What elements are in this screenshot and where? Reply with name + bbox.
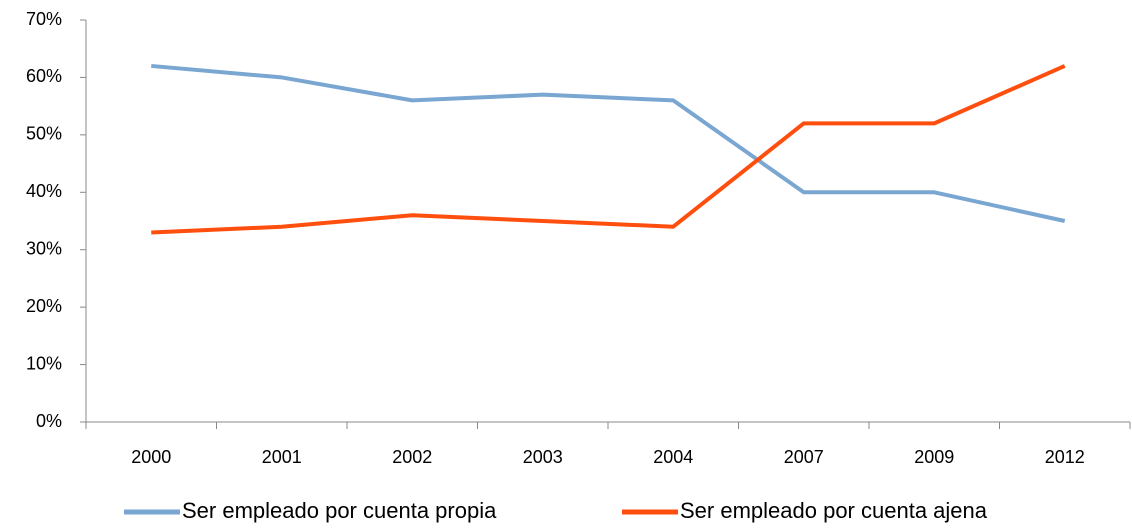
x-tick-label: 2002 (392, 447, 432, 467)
x-tick-label: 2001 (262, 447, 302, 467)
y-tick-label: 40% (26, 181, 62, 201)
y-tick-label: 10% (26, 353, 62, 373)
y-tick-label: 50% (26, 124, 62, 144)
x-tick-label: 2000 (131, 447, 171, 467)
y-tick-label: 70% (26, 9, 62, 29)
x-tick-label: 2007 (784, 447, 824, 467)
x-tick-label: 2012 (1045, 447, 1085, 467)
legend-label: Ser empleado por cuenta propia (182, 498, 497, 523)
y-tick-label: 30% (26, 238, 62, 258)
legend-label: Ser empleado por cuenta ajena (680, 498, 988, 523)
x-tick-label: 2009 (914, 447, 954, 467)
x-tick-label: 2004 (653, 447, 693, 467)
series-line (151, 63, 1066, 223)
y-tick-label: 60% (26, 66, 62, 86)
series-line (151, 64, 1066, 235)
y-tick-label: 20% (26, 296, 62, 316)
x-tick-label: 2003 (523, 447, 563, 467)
y-tick-label: 0% (36, 411, 62, 431)
